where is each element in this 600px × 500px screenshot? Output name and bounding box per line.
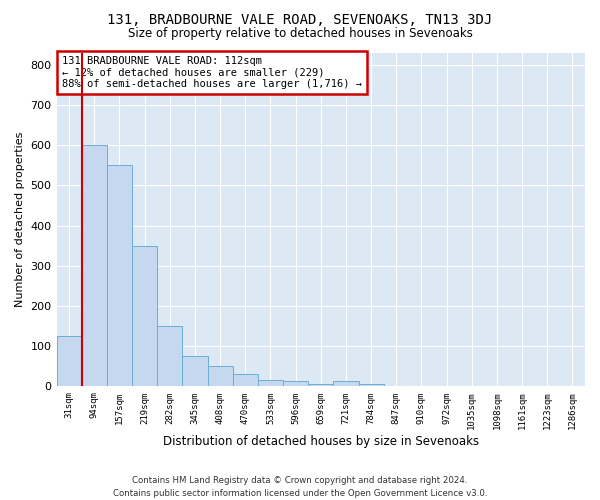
- Bar: [157, 326, 182, 386]
- Bar: [308, 384, 334, 386]
- Bar: [132, 246, 157, 386]
- Text: 131 BRADBOURNE VALE ROAD: 112sqm
← 12% of detached houses are smaller (229)
88% : 131 BRADBOURNE VALE ROAD: 112sqm ← 12% o…: [62, 56, 362, 89]
- Text: Contains HM Land Registry data © Crown copyright and database right 2024.
Contai: Contains HM Land Registry data © Crown c…: [113, 476, 487, 498]
- Bar: [334, 381, 359, 386]
- Bar: [182, 356, 208, 386]
- Bar: [82, 145, 107, 386]
- Bar: [258, 380, 283, 386]
- Bar: [208, 366, 233, 386]
- Y-axis label: Number of detached properties: Number of detached properties: [15, 132, 25, 307]
- X-axis label: Distribution of detached houses by size in Sevenoaks: Distribution of detached houses by size …: [163, 434, 479, 448]
- Bar: [107, 165, 132, 386]
- Text: 131, BRADBOURNE VALE ROAD, SEVENOAKS, TN13 3DJ: 131, BRADBOURNE VALE ROAD, SEVENOAKS, TN…: [107, 12, 493, 26]
- Bar: [56, 336, 82, 386]
- Bar: [359, 384, 383, 386]
- Bar: [283, 381, 308, 386]
- Bar: [233, 374, 258, 386]
- Text: Size of property relative to detached houses in Sevenoaks: Size of property relative to detached ho…: [128, 28, 472, 40]
